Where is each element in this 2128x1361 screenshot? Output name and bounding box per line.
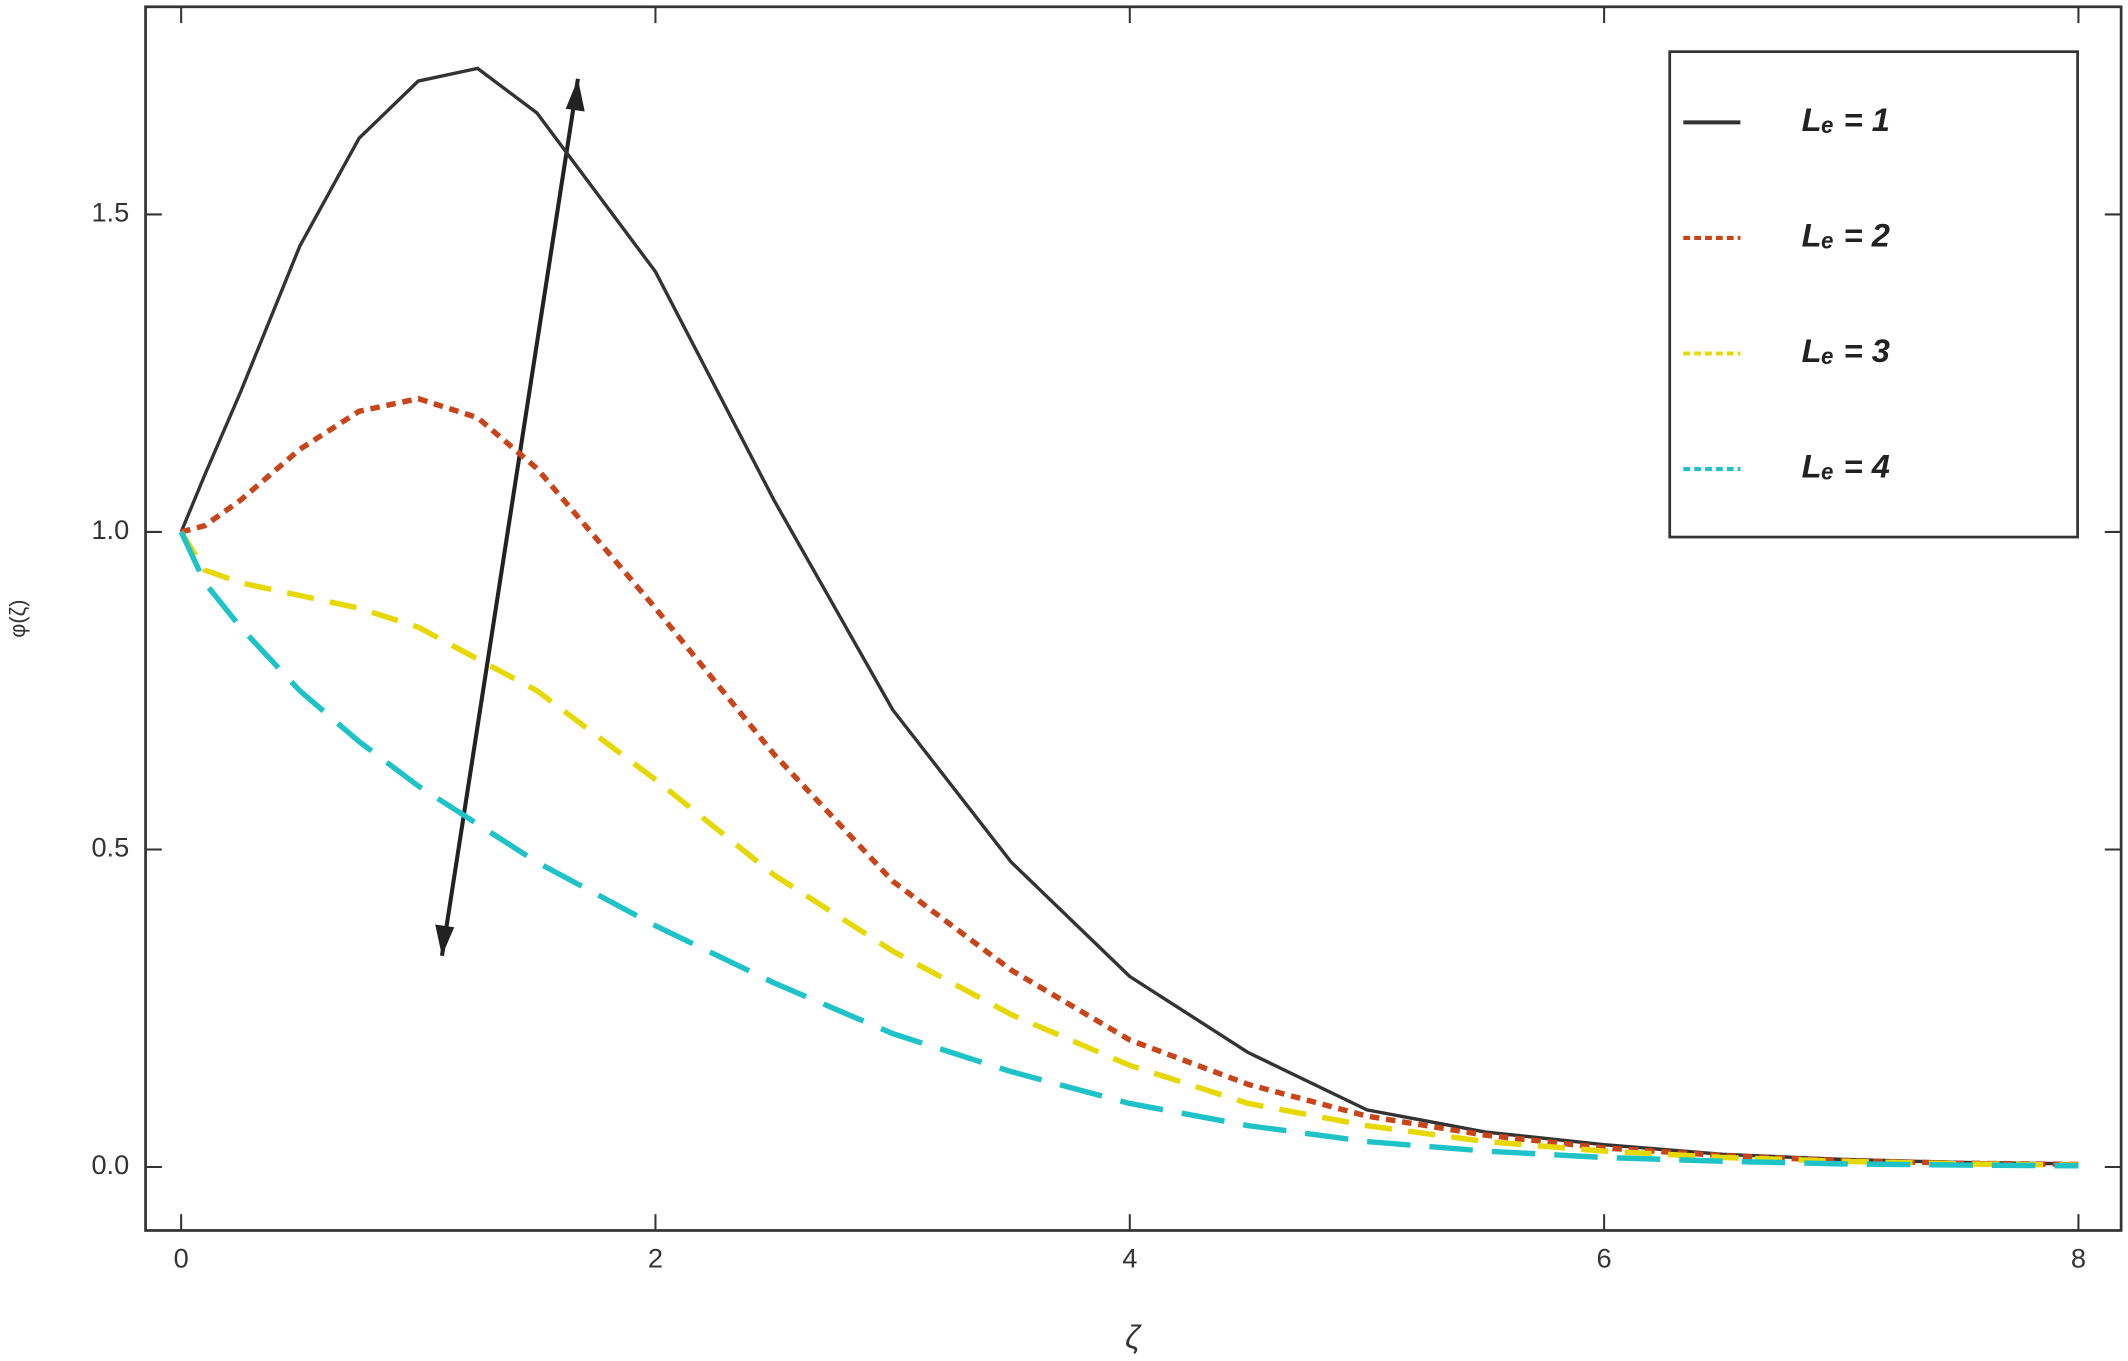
legend-label: Lₑ = 4 xyxy=(1802,448,1890,485)
x-tick-label: 4 xyxy=(1122,1243,1137,1274)
y-axis-label: φ(ζ) xyxy=(5,600,30,638)
legend-label: Lₑ = 3 xyxy=(1802,332,1890,369)
x-tick-label: 8 xyxy=(2071,1243,2086,1274)
series-line xyxy=(178,530,2079,1168)
x-axis-label: ζ xyxy=(1125,1318,1142,1355)
plot-frame xyxy=(144,5,2123,1232)
y-tick-label: 1.5 xyxy=(91,197,129,228)
y-tick-label: 0.0 xyxy=(91,1149,129,1180)
legend-label: Lₑ = 2 xyxy=(1802,217,1890,254)
series-line xyxy=(178,530,2079,1169)
annotation-arrow xyxy=(435,78,585,957)
y-tick-label: 0.5 xyxy=(91,832,129,863)
legend-box xyxy=(1668,50,2079,539)
y-tick-label: 1.0 xyxy=(91,514,129,545)
legend-label: Lₑ = 1 xyxy=(1802,101,1890,138)
x-tick-label: 6 xyxy=(1597,1243,1612,1274)
x-tick-label: 2 xyxy=(648,1243,663,1274)
x-tick-label: 0 xyxy=(174,1243,189,1274)
